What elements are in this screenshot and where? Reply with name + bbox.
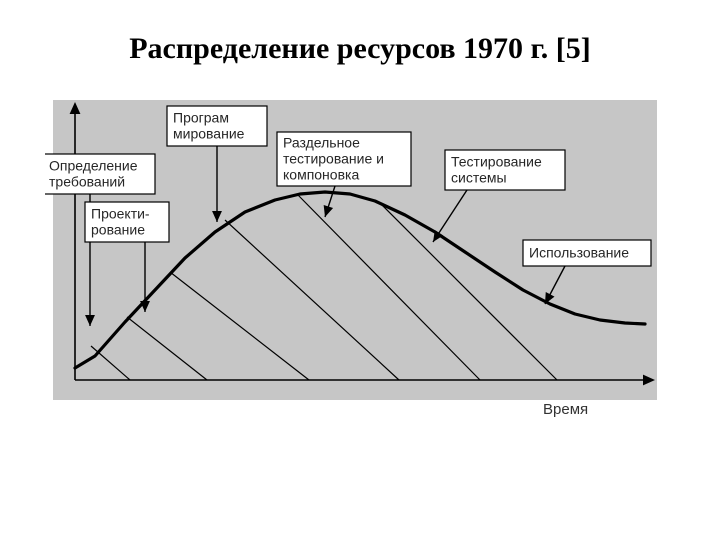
label-text-design: рование bbox=[91, 222, 145, 238]
label-text-req: Определение bbox=[49, 157, 138, 173]
label-text-integration: Раздельное bbox=[283, 134, 360, 150]
label-text-integration: компоновка bbox=[283, 167, 359, 183]
x-axis-label: Время bbox=[543, 401, 588, 418]
page-title: Распределение ресурсов 1970 г. [5] bbox=[0, 32, 720, 66]
resource-distribution-chart: Определениетребований Проекти-рование Прог… bbox=[45, 92, 665, 432]
label-text-integration: тестирование и bbox=[283, 151, 384, 167]
label-text-programming: мирование bbox=[173, 126, 245, 142]
label-text-design: Проекти- bbox=[91, 205, 150, 221]
label-text-programming: Програм bbox=[173, 109, 229, 125]
label-text-req: требований bbox=[49, 174, 125, 190]
label-text-systest: системы bbox=[451, 170, 507, 186]
label-text-systest: Тестирование bbox=[451, 153, 542, 169]
chart-svg: Определениетребований Проекти-рование Прог… bbox=[45, 92, 665, 432]
label-text-use: Использование bbox=[529, 245, 629, 261]
